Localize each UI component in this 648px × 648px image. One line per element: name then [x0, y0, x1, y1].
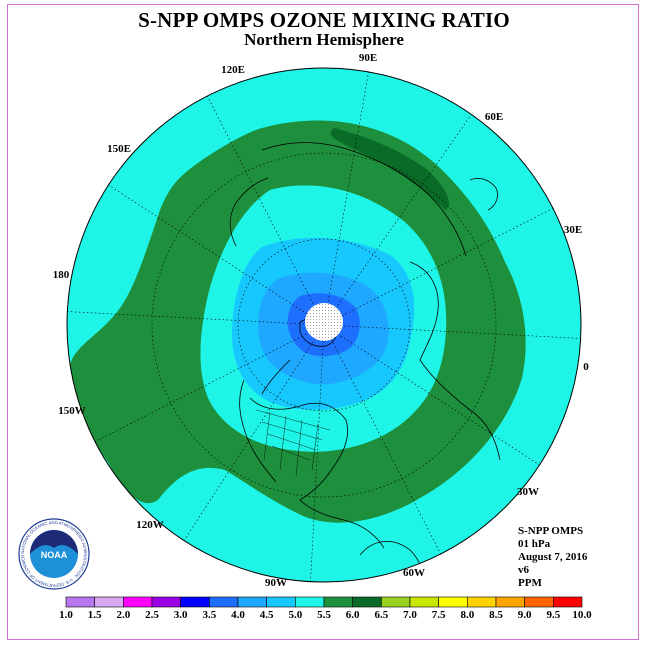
- meridian-lines: [67, 71, 581, 582]
- meridian-line: [108, 184, 325, 326]
- longitude-label: 30W: [517, 486, 539, 498]
- meridian-line: [323, 324, 540, 466]
- colorbar-tick-label: 1.0: [59, 609, 73, 621]
- map-subtitle: Northern Hemisphere: [244, 30, 404, 49]
- colorbar-swatch: [495, 596, 525, 608]
- latitude-circles: [151, 152, 497, 498]
- asia-coast: [261, 142, 467, 257]
- polar-no-data-stipple: [305, 303, 343, 341]
- colorbar-swatch: [123, 596, 153, 608]
- longitude-label: 90E: [359, 52, 377, 64]
- colorbar-swatch: [323, 596, 353, 608]
- noaa-logo: NATIONAL OCEANIC AND ATMOSPHERIC ADMINIS…: [18, 518, 90, 590]
- colorbar-swatch: [209, 596, 239, 608]
- bird-icon: [30, 530, 78, 554]
- info-date: August 7, 2016: [518, 551, 588, 563]
- colorbar-tick-label: 3.0: [174, 609, 188, 621]
- longitude-label: 0: [583, 361, 589, 373]
- meridian-line: [67, 311, 325, 326]
- info-level: 01 hPa: [518, 538, 551, 550]
- colorbar-tick-label: 1.5: [88, 609, 102, 621]
- hudson-bay-coast: [261, 359, 291, 395]
- colorbar-tick-label: 3.5: [202, 609, 216, 621]
- longitude-label: 120E: [221, 64, 245, 76]
- colorbar-swatch: [94, 596, 124, 608]
- colorbar: 1.0 1.5 2.0 2.5 3.0 3.5 4.0 4.5 5.0 5.5 6.0 6.5 7.0 7…: [59, 596, 592, 621]
- longitude-label: 120W: [136, 519, 164, 531]
- colorbar-tick-label: 2.0: [116, 609, 130, 621]
- us-state-boundaries: [255, 409, 331, 477]
- ozone-streak-5p5-6p0: [330, 128, 449, 210]
- colorbar-swatch: [409, 596, 439, 608]
- colorbar-swatch: [295, 596, 325, 608]
- colorbar-tick-label: 7.5: [432, 609, 446, 621]
- colorbar-swatch: [352, 596, 382, 608]
- ozone-field: [67, 68, 581, 582]
- meridian-line: [323, 208, 554, 326]
- info-version: v6: [518, 564, 529, 576]
- colorbar-swatch: [438, 596, 468, 608]
- longitude-label: 180: [53, 269, 70, 281]
- longitude-label: 150W: [58, 405, 86, 417]
- colorbar-swatch: [180, 596, 210, 608]
- meridian-line: [183, 324, 325, 541]
- colorbar-swatch: [237, 596, 267, 608]
- east-asia-coast: [229, 177, 269, 247]
- meridian-line: [94, 324, 325, 442]
- meridian-line: [323, 324, 441, 555]
- north-america-coast: [249, 397, 348, 501]
- meridian-line: [207, 95, 325, 326]
- scandinavia-coast: [469, 178, 498, 211]
- meridian-line: [323, 114, 472, 326]
- north-america-west-coast: [239, 379, 277, 483]
- colorbar-tick-label: 5.5: [317, 609, 331, 621]
- meridian-line: [323, 71, 369, 326]
- longitude-label: 150E: [107, 143, 131, 155]
- colorbar-swatch: [467, 596, 497, 608]
- colorbar-tick-label: 4.0: [231, 609, 245, 621]
- meridian-line: [310, 324, 325, 582]
- colorbar-tick-label: 9.5: [546, 609, 560, 621]
- colorbar-tick-label: 5.0: [288, 609, 302, 621]
- colorbar-tick-label: 7.0: [403, 609, 417, 621]
- colorbar-tick-label: 8.0: [460, 609, 474, 621]
- colorbar-swatch: [524, 596, 554, 608]
- colorbar-swatch: [151, 596, 181, 608]
- central-america-coast: [299, 499, 385, 549]
- colorbar-swatch: [266, 596, 296, 608]
- colorbar-tick-label: 8.5: [489, 609, 503, 621]
- colorbar-tick-label: 10.0: [572, 609, 592, 621]
- map-border: [66, 67, 582, 583]
- info-instrument: S-NPP OMPS: [518, 525, 584, 537]
- longitude-label: 60E: [485, 111, 503, 123]
- colorbar-swatch: [553, 596, 583, 608]
- longitude-labels: 90E 60E 30E 0 30W 60W 90W 120W 150W 180 150E 120E: [53, 52, 590, 589]
- colorbar-tick-label: 9.0: [518, 609, 532, 621]
- colorbar-swatch: [65, 596, 95, 608]
- logo-wordmark: NOAA: [41, 550, 68, 560]
- colorbar-tick-label: 6.0: [346, 609, 360, 621]
- info-block: S-NPP OMPS 01 hPa August 7, 2016 v6 PPM: [518, 525, 587, 590]
- longitude-label: 90W: [265, 577, 287, 589]
- europe-africa-coast: [409, 261, 501, 461]
- info-units: PPM: [518, 577, 542, 589]
- meridian-line: [323, 324, 581, 339]
- longitude-label: 30E: [564, 224, 582, 236]
- colorbar-tick-label: 2.5: [145, 609, 159, 621]
- plot-frame: [7, 4, 639, 640]
- colorbar-tick-label: 6.5: [374, 609, 388, 621]
- map-title: S-NPP OMPS OZONE MIXING RATIO: [138, 8, 510, 32]
- longitude-label: 60W: [403, 567, 425, 579]
- colorbar-tick-label: 4.5: [260, 609, 274, 621]
- colorbar-swatch: [381, 596, 411, 608]
